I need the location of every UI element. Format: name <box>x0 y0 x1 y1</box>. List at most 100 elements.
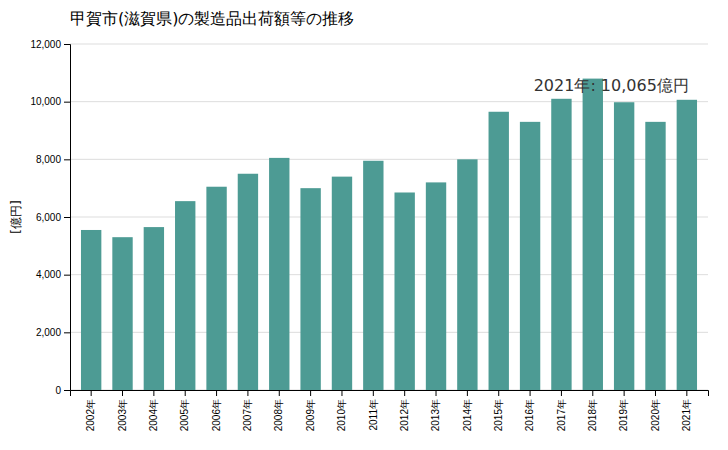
bar <box>206 187 226 390</box>
bar <box>426 182 446 390</box>
y-axis-line <box>64 45 71 391</box>
bar <box>238 174 258 390</box>
x-tick-mark <box>153 390 154 396</box>
bar <box>81 230 101 390</box>
x-tick-mark <box>185 390 186 396</box>
y-tick-label: 12,000 <box>30 39 61 50</box>
title: 甲賀市(滋賀県)の製造品出荷額等の推移 <box>70 9 354 28</box>
x-axis: 2002年 2003年 2004年 2005年 2006年 2007年 2008年 2009年… <box>71 390 709 431</box>
bar <box>583 79 603 390</box>
x-tick-mark <box>122 390 123 396</box>
annotation: 2021年: 10,065億円 <box>534 76 689 95</box>
bar <box>489 112 509 390</box>
x-tick: 2002年 <box>85 390 96 431</box>
grid-line <box>70 159 708 160</box>
bar <box>394 192 414 390</box>
x-tick: 2009年 <box>305 390 316 431</box>
x-tick-label: 2013年 <box>430 399 441 431</box>
bar <box>551 99 571 390</box>
x-tick-label: 2012年 <box>399 399 410 431</box>
x-tick-label: 2005年 <box>179 399 190 431</box>
x-tick-label: 2017年 <box>556 399 567 431</box>
bar <box>269 158 289 390</box>
bar <box>175 201 195 390</box>
bar <box>520 122 540 390</box>
bar <box>332 177 352 390</box>
chart: 2002年 2003年 2004年 2005年 2006年 2007年 2008年 2009年… <box>0 0 728 450</box>
y-tick: 6,000 <box>36 212 70 223</box>
x-tick-mark <box>310 390 311 396</box>
x-tick: 2006年 <box>211 390 222 431</box>
y-tick-label: 6,000 <box>36 212 61 223</box>
x-tick-mark <box>373 390 374 396</box>
x-tick-mark <box>655 390 656 396</box>
x-tick-mark <box>498 390 499 396</box>
x-tick-label: 2010年 <box>336 399 347 431</box>
y-tick-mark <box>64 275 70 276</box>
x-tick-mark <box>686 390 687 396</box>
x-tick: 2016年 <box>524 390 535 431</box>
y-tick-label: 4,000 <box>36 269 61 280</box>
x-tick: 2012年 <box>399 390 410 431</box>
grid <box>70 44 708 390</box>
x-tick: 2005年 <box>179 390 190 431</box>
x-tick-mark <box>279 390 280 396</box>
x-tick-label: 2011年 <box>368 399 379 431</box>
x-axis-line <box>71 391 709 397</box>
y-tick: 4,000 <box>36 269 70 280</box>
grid-line <box>70 274 708 275</box>
grid-line <box>70 44 708 45</box>
x-tick: 2019年 <box>618 390 629 431</box>
bar <box>144 227 164 390</box>
x-tick: 2007年 <box>242 390 253 431</box>
y-tick-label: 10,000 <box>30 96 61 107</box>
x-tick: 2021年 <box>681 390 692 431</box>
x-tick-mark <box>561 390 562 396</box>
x-tick-label: 2004年 <box>148 399 159 431</box>
x-tick-label: 2016年 <box>524 399 535 431</box>
y-axis: 0 2,000 4,000 6,000 8,000 10,000 12,000 <box>30 39 70 396</box>
x-tick-label: 2018年 <box>587 399 598 431</box>
x-tick: 2008年 <box>273 390 284 431</box>
x-tick-label: 2020年 <box>650 399 661 431</box>
y-tick-mark <box>64 390 70 391</box>
x-tick-label: 2015年 <box>493 399 504 431</box>
x-tick-label: 2008年 <box>273 399 284 431</box>
x-tick-mark <box>624 390 625 396</box>
y-tick-label: 2,000 <box>36 327 61 338</box>
bar <box>112 237 132 390</box>
x-tick-mark <box>91 390 92 396</box>
y-tick-mark <box>64 217 70 218</box>
bar <box>645 122 665 390</box>
x-tick: 2020年 <box>650 390 661 431</box>
x-tick-mark <box>247 390 248 396</box>
x-tick-label: 2006年 <box>211 399 222 431</box>
x-tick: 2015年 <box>493 390 504 431</box>
x-tick-label: 2003年 <box>117 399 128 431</box>
y-tick-mark <box>64 159 70 160</box>
bar <box>300 188 320 390</box>
x-tick-label: 2007年 <box>242 399 253 431</box>
y-tick-mark <box>64 44 70 45</box>
y-tick: 0 <box>55 385 70 396</box>
y-tick-mark <box>64 102 70 103</box>
bar <box>457 159 477 390</box>
x-tick: 2017年 <box>556 390 567 431</box>
y-tick-label: 8,000 <box>36 154 61 165</box>
x-tick-label: 2002年 <box>85 399 96 431</box>
x-tick: 2003年 <box>117 390 128 431</box>
y-tick: 8,000 <box>36 154 70 165</box>
grid-line <box>70 217 708 218</box>
x-tick-mark <box>436 390 437 396</box>
x-tick-mark <box>530 390 531 396</box>
x-tick: 2014年 <box>462 390 473 431</box>
bars <box>81 79 697 390</box>
plot: 2002年 2003年 2004年 2005年 2006年 2007年 2008年 2009年… <box>30 39 708 432</box>
grid-line <box>70 101 708 102</box>
x-tick: 2013年 <box>430 390 441 431</box>
x-tick-label: 2019年 <box>618 399 629 431</box>
x-tick-mark <box>404 390 405 396</box>
x-tick-mark <box>341 390 342 396</box>
x-tick-label: 2021年 <box>681 399 692 431</box>
x-tick-label: 2009年 <box>305 399 316 431</box>
